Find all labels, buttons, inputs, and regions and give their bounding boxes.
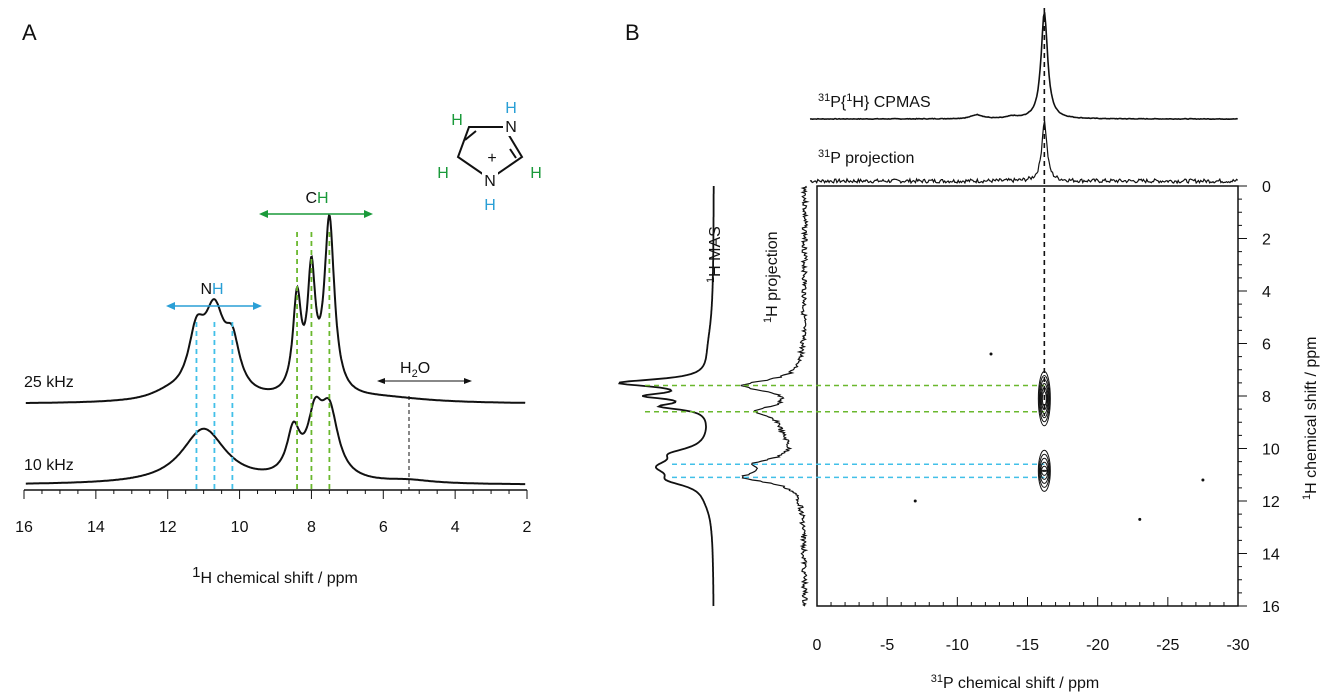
trace-25khz-label: 25 kHz [24, 374, 74, 391]
n-bottom-atom: N [484, 173, 496, 190]
panel-b-y-tick-label: 10 [1262, 442, 1280, 459]
panel-b-label: B [625, 20, 640, 45]
cross-peak-contour [1037, 449, 1051, 492]
trace-10khz [25, 395, 526, 486]
panel-b-axes [816, 185, 1247, 607]
cross-peak-contour [1041, 387, 1048, 411]
cpmas-spectrum [809, 12, 1238, 121]
panel-a-tick-label: 16 [15, 519, 33, 536]
hetcor-plot-frame [816, 185, 1239, 607]
n-top-bg [503, 116, 519, 136]
panel-a-tick-label: 10 [231, 519, 249, 536]
imidazolium-structure: + [456, 126, 524, 181]
nh-range-arrow [166, 302, 262, 310]
cross-peak-contour [1041, 469, 1047, 472]
noise-dot [913, 499, 917, 503]
ch-h-top-left: H [451, 112, 463, 129]
panel-b-x-tick-label: -5 [880, 637, 894, 654]
h2o-label: H2O [400, 360, 430, 380]
h1-projection-label: 1H projection [762, 232, 781, 324]
panel-a-tick-label: 4 [451, 519, 460, 536]
ch-h-right: H [530, 165, 542, 182]
n-bottom-bg [482, 170, 498, 190]
panel-b-y-tick-label: 14 [1262, 547, 1280, 564]
p31-projection-label: 31P projection [818, 148, 914, 167]
panel-b-y-tick-label: 0 [1262, 179, 1271, 196]
panel-b-y-tick-label: 2 [1262, 232, 1271, 249]
panel-a-tick-label: 6 [379, 519, 388, 536]
h1-mas-spectrum [618, 186, 715, 607]
cross-peak-contour [1041, 391, 1047, 407]
panel-b-x-tick-label: -25 [1156, 637, 1179, 654]
panel-b-y-tick-label: 6 [1262, 337, 1271, 354]
cross-peak-contour [1038, 375, 1051, 423]
h2o-range-arrow [377, 378, 472, 384]
nh-label: NH [200, 281, 223, 298]
panel-b-x-tick-label: 0 [813, 637, 822, 654]
cross-peak-contour [1040, 461, 1049, 480]
noise-dot [1138, 517, 1142, 521]
cross-peak-contour [1040, 383, 1049, 415]
trace-25khz [25, 213, 526, 404]
panel-b-y-tick-label: 16 [1262, 599, 1280, 616]
nh-bottom-h: H [484, 197, 496, 214]
cross-peak-contour [1037, 371, 1051, 427]
panel-b-x-tick-label: -10 [946, 637, 969, 654]
panel-b-y-tick-label: 12 [1262, 494, 1280, 511]
cross-peak-contour [1038, 453, 1051, 488]
panel-a-x-axis [23, 489, 528, 499]
correlation-lines [645, 8, 1046, 479]
panel-a-label: A [22, 20, 37, 45]
cross-peak-contour [1039, 379, 1050, 419]
panel-b-x-tick-label: -20 [1086, 637, 1109, 654]
panel-b-x-axis-title: 31P chemical shift / ppm [931, 673, 1099, 692]
panel-b-y-tick-label: 4 [1262, 284, 1271, 301]
panel-a-tick-label: 8 [307, 519, 316, 536]
ch-label: CH [305, 190, 328, 207]
cross-peak-contour [1039, 457, 1050, 484]
cross-peak-contours [913, 352, 1205, 521]
cpmas-label: 31P{1H} CPMAS [818, 92, 931, 111]
nh-top-h: H [505, 100, 517, 117]
trace-10khz-label: 10 kHz [24, 457, 74, 474]
ch-h-left: H [437, 165, 449, 182]
peak-marker-lines [195, 232, 331, 490]
panel-a-tick-label: 2 [523, 519, 532, 536]
noise-dot [989, 352, 993, 356]
h1-projection-spectrum [740, 185, 810, 607]
p31-projection-spectrum [809, 120, 1239, 185]
panel-b-x-tick-label: -15 [1016, 637, 1039, 654]
panel-a-tick-label: 12 [159, 519, 177, 536]
plus-sign: + [487, 150, 496, 167]
noise-dot [1201, 478, 1205, 482]
panel-b-tick-labels: 0 -5 -10 -15 -20 -25 -30 0 2 4 6 8 10 12 14 16 [813, 179, 1280, 654]
n-top-atom: N [505, 119, 517, 136]
panel-b-y-axis-title: 1H chemical shift / ppm [1301, 336, 1320, 500]
panel-a-tick-label: 14 [87, 519, 105, 536]
cross-peak-contour [1041, 465, 1048, 476]
h1-mas-label: 1H MAS [705, 226, 724, 283]
panel-b-y-tick-label: 8 [1262, 389, 1271, 406]
panel-a-x-axis-title: 1H chemical shift / ppm [192, 564, 358, 587]
panel-b-x-tick-label: -30 [1226, 637, 1249, 654]
ch-range-arrow [259, 210, 373, 218]
panel-a-tick-labels: 16 14 12 10 8 6 4 2 [15, 519, 531, 536]
